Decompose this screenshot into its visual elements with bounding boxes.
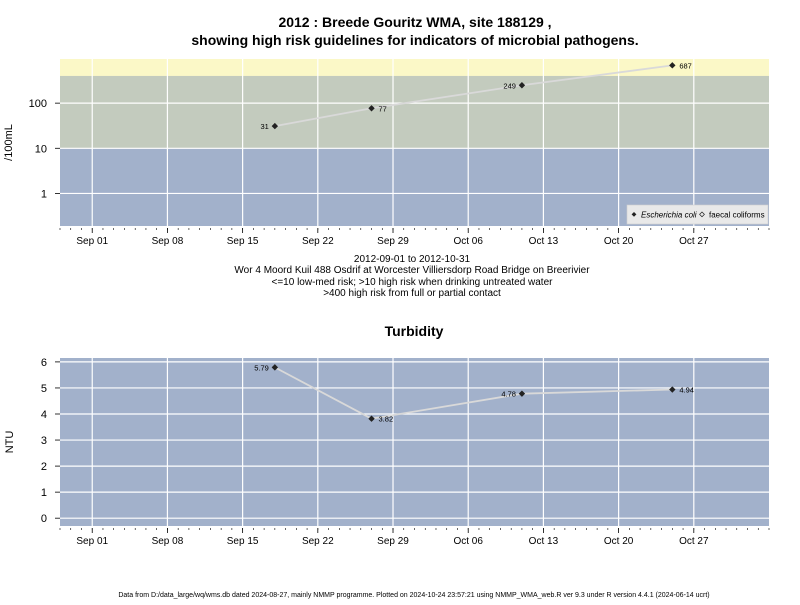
y-tick-label: 5	[41, 383, 47, 395]
y-axis-label: NTU	[4, 431, 16, 454]
legend-marker-faecal	[699, 211, 705, 218]
x-tick-label: Oct 06	[453, 236, 483, 247]
data-label: 249	[503, 81, 516, 90]
caption-line-3: <=10 low-med risk; >10 high risk when dr…	[272, 277, 554, 288]
x-tick-label: Sep 22	[302, 236, 334, 247]
data-point	[271, 122, 279, 130]
x-tick-label: Sep 29	[377, 536, 409, 547]
data-point	[669, 386, 676, 393]
y-tick-label: 100	[29, 98, 47, 110]
y-tick-label: 2	[41, 461, 47, 473]
microbial-plot: Sep 01 Sep 08 Sep 15 Sep 22 Sep 29 Oct 06 Oct …	[3, 59, 770, 247]
risk-band	[60, 59, 769, 76]
footer-note: Data from D:/data_large/wq/wms.db dated …	[118, 592, 709, 599]
plot-background	[60, 358, 769, 526]
y-tick-label: 1	[41, 188, 47, 200]
data-point	[368, 415, 375, 422]
series-line	[274, 64, 673, 127]
x-tick-label: Oct 27	[679, 536, 709, 547]
x-tick-label: Sep 08	[152, 536, 184, 547]
data-label: 77	[379, 104, 387, 113]
y-tick-label: 4	[41, 409, 47, 421]
series-line	[274, 366, 673, 420]
x-tick-label: Sep 15	[227, 536, 259, 547]
legend-box	[626, 204, 769, 225]
turbidity-title: Turbidity	[385, 323, 444, 339]
caption-line-1: 2012-09-01 to 2012-10-31	[354, 254, 471, 265]
x-tick-label: Sep 01	[76, 536, 108, 547]
data-label: 687	[679, 61, 692, 70]
data-label: 5.79	[254, 363, 269, 372]
data-point	[271, 364, 279, 371]
x-tick-label: Sep 08	[152, 236, 184, 247]
data-point	[518, 390, 526, 397]
data-label: 4.78	[501, 390, 516, 399]
y-tick-label: 3	[41, 435, 47, 447]
data-label: 31	[261, 122, 269, 131]
x-tick-label: Oct 20	[604, 236, 634, 247]
data-point	[518, 82, 526, 89]
data-point	[669, 62, 676, 69]
x-tick-label: Sep 22	[302, 536, 334, 547]
legend-label-faecal: faecal coliforms	[709, 211, 765, 220]
x-tick-label: Oct 06	[453, 536, 483, 547]
legend: Escherichia coli faecal coliforms	[626, 204, 769, 225]
caption-line-2: Wor 4 Moord Kuil 488 Osdrif at Worcester…	[234, 265, 590, 276]
y-tick-label: 1	[41, 487, 47, 499]
data-label: 4.94	[679, 386, 694, 395]
y-tick-label: 0	[41, 513, 47, 525]
chart-title-line-1: 2012 : Breede Gouritz WMA, site 188129 ,	[278, 14, 551, 30]
caption-line-4: >400 high risk from full or partial cont…	[323, 288, 501, 299]
legend-label-ecoli: Escherichia coli	[641, 211, 697, 220]
x-tick-label: Oct 20	[604, 536, 634, 547]
y-tick-label: 6	[41, 357, 47, 369]
x-tick-label: Oct 13	[529, 536, 559, 547]
x-tick-label: Sep 01	[76, 236, 108, 247]
x-tick-label: Sep 29	[377, 236, 409, 247]
x-tick-label: Oct 13	[529, 236, 559, 247]
data-point	[368, 105, 375, 112]
y-axis-label: /100mL	[3, 124, 15, 161]
turbidity-plot: Sep 01 Sep 08 Sep 15 Sep 22 Sep 29 Oct 06 Oct …	[4, 357, 770, 547]
x-tick-label: Oct 27	[679, 236, 709, 247]
risk-band	[60, 75, 769, 149]
legend-marker-ecoli	[631, 212, 637, 217]
y-tick-label: 10	[35, 143, 47, 155]
chart-title-line-2: showing high risk guidelines for indicat…	[191, 32, 638, 48]
x-tick-label: Sep 15	[227, 236, 259, 247]
data-label: 3.82	[379, 415, 394, 424]
